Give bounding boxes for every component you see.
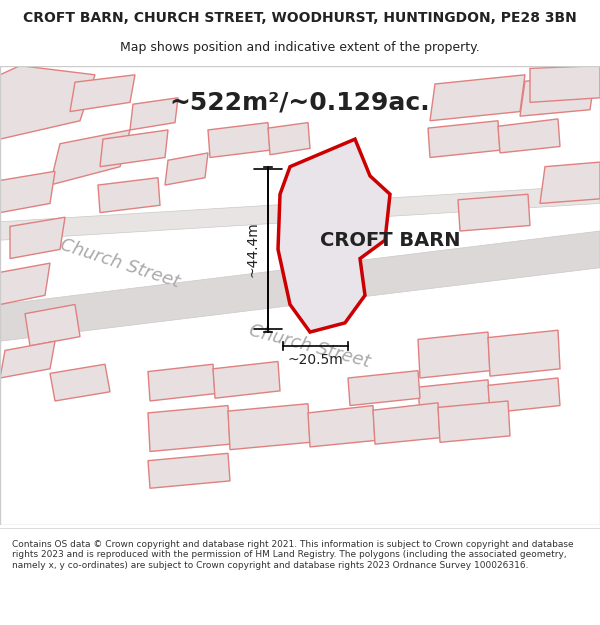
Polygon shape — [0, 231, 600, 341]
Polygon shape — [0, 171, 55, 212]
Polygon shape — [100, 130, 168, 167]
Polygon shape — [488, 378, 560, 413]
Polygon shape — [348, 371, 420, 406]
Text: CROFT BARN: CROFT BARN — [320, 231, 460, 249]
Polygon shape — [208, 122, 270, 158]
Text: Contains OS data © Crown copyright and database right 2021. This information is : Contains OS data © Crown copyright and d… — [12, 540, 574, 570]
Polygon shape — [228, 404, 310, 449]
Polygon shape — [148, 406, 230, 451]
Polygon shape — [430, 75, 525, 121]
Text: Church Street: Church Street — [247, 321, 373, 371]
Polygon shape — [278, 139, 390, 332]
Polygon shape — [50, 130, 130, 185]
Polygon shape — [348, 408, 430, 442]
Polygon shape — [0, 263, 50, 304]
Polygon shape — [428, 121, 500, 158]
Polygon shape — [418, 332, 490, 378]
Polygon shape — [520, 75, 595, 116]
Polygon shape — [438, 401, 510, 442]
Polygon shape — [530, 66, 600, 102]
Text: Map shows position and indicative extent of the property.: Map shows position and indicative extent… — [120, 41, 480, 54]
Text: ~44.4m: ~44.4m — [246, 221, 260, 278]
Text: ~522m²/~0.129ac.: ~522m²/~0.129ac. — [170, 91, 430, 114]
Polygon shape — [498, 119, 560, 153]
Text: ~20.5m: ~20.5m — [287, 352, 343, 367]
Polygon shape — [0, 341, 55, 378]
Polygon shape — [148, 453, 230, 488]
Text: CROFT BARN, CHURCH STREET, WOODHURST, HUNTINGDON, PE28 3BN: CROFT BARN, CHURCH STREET, WOODHURST, HU… — [23, 11, 577, 26]
Text: Church Street: Church Street — [58, 236, 182, 291]
Polygon shape — [418, 380, 490, 415]
Polygon shape — [213, 361, 280, 398]
Polygon shape — [308, 406, 375, 447]
Polygon shape — [10, 217, 65, 259]
Polygon shape — [70, 75, 135, 111]
Polygon shape — [165, 153, 208, 185]
Polygon shape — [458, 194, 530, 231]
Polygon shape — [50, 364, 110, 401]
Polygon shape — [148, 364, 215, 401]
Polygon shape — [98, 177, 160, 212]
Polygon shape — [488, 330, 560, 376]
Polygon shape — [25, 304, 80, 346]
Polygon shape — [540, 162, 600, 204]
Polygon shape — [0, 66, 95, 139]
Polygon shape — [130, 98, 178, 130]
Polygon shape — [373, 402, 440, 444]
Polygon shape — [0, 185, 600, 240]
Polygon shape — [268, 122, 310, 155]
